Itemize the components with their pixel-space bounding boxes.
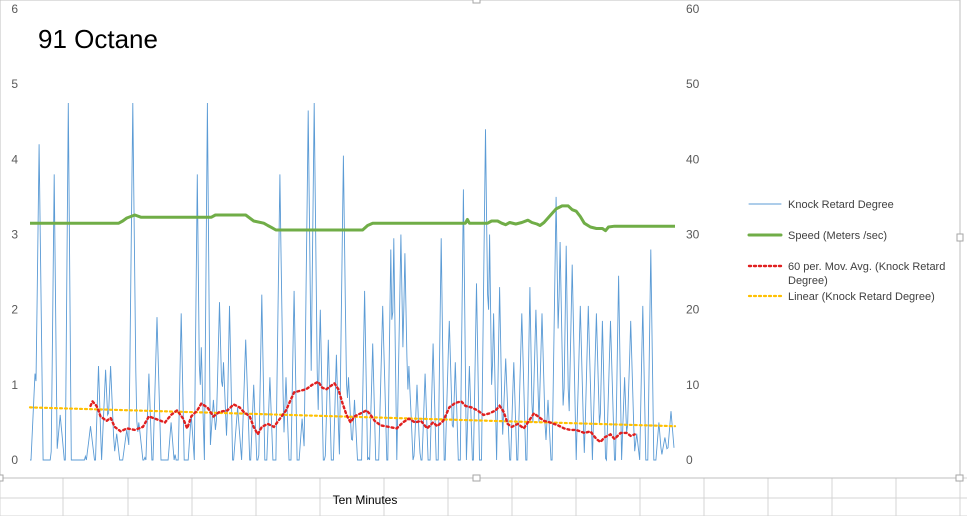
right-tick-label: 60 (686, 2, 700, 16)
plot-area[interactable] (28, 102, 677, 462)
right-tick-label: 10 (686, 378, 700, 392)
legend-item-moving-average[interactable]: 60 per. Mov. Avg. (Knock Retard Degree) (747, 261, 945, 287)
series-linear-trendline[interactable] (28, 406, 677, 428)
left-tick-label: 1 (11, 378, 18, 392)
chart-title[interactable]: 91 Octane (38, 24, 158, 54)
left-tick-label: 0 (11, 453, 18, 467)
left-tick-label: 2 (11, 303, 18, 317)
left-axis-ticks: 0 1 2 3 4 5 6 (11, 2, 18, 467)
series-speed-line[interactable] (30, 204, 675, 233)
legend-item-speed[interactable]: Speed (Meters /sec) (747, 230, 887, 242)
right-axis-ticks: 0 10 20 30 40 50 60 (686, 2, 700, 467)
legend-item-linear-trend[interactable]: Linear (Knock Retard Degree) (747, 291, 935, 303)
chart-background (0, 0, 960, 478)
left-tick-label: 3 (11, 228, 18, 242)
x-axis-title[interactable]: Ten Minutes (333, 493, 398, 507)
left-tick-label: 6 (11, 2, 18, 16)
right-tick-label: 30 (686, 228, 700, 242)
resize-handle-bottom-right[interactable] (955, 474, 964, 482)
left-tick-label: 4 (11, 152, 18, 166)
legend-label-speed: Speed (Meters /sec) (788, 230, 887, 242)
right-tick-label: 50 (686, 77, 700, 91)
series-moving-average-line[interactable] (89, 380, 636, 444)
right-tick-label: 0 (686, 453, 693, 467)
legend-label-linear-trend: Linear (Knock Retard Degree) (788, 291, 935, 303)
legend[interactable]: Knock Retard Degree Speed (Meters /sec) 60… (747, 199, 945, 303)
right-tick-label: 40 (686, 152, 700, 166)
resize-handle-right[interactable] (956, 233, 964, 242)
legend-label-moving-average: 60 per. Mov. Avg. (Knock Retard Degree) (788, 261, 945, 287)
resize-handle-bottom[interactable] (472, 474, 481, 482)
legend-label-knock-retard: Knock Retard Degree (788, 199, 894, 211)
right-tick-label: 20 (686, 303, 700, 317)
resize-handle-top[interactable] (472, 0, 481, 4)
resize-handle-bottom-left[interactable] (0, 474, 4, 482)
series-knock-retard-line[interactable] (30, 102, 675, 462)
left-tick-label: 5 (11, 77, 18, 91)
legend-item-knock-retard[interactable]: Knock Retard Degree (748, 199, 894, 211)
